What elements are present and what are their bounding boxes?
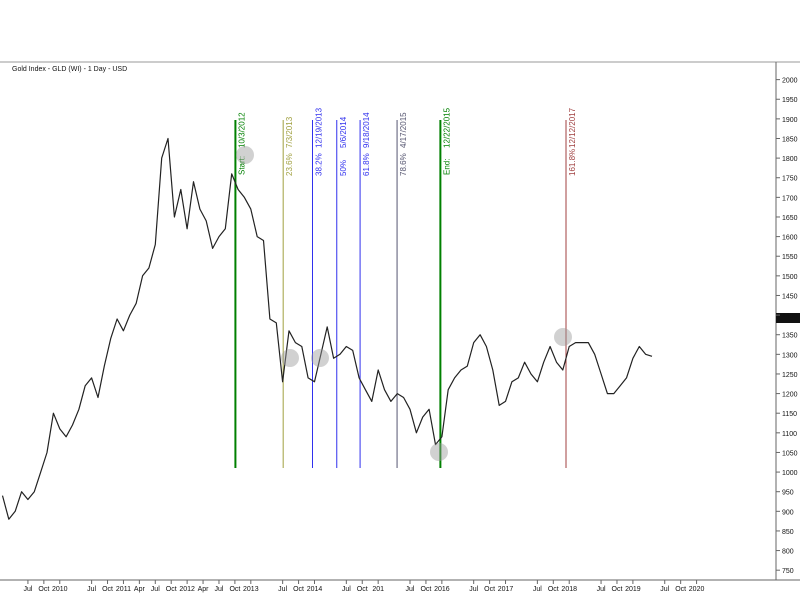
- y-tick-label: 1750: [782, 176, 798, 183]
- price-line: [1, 137, 653, 520]
- pivot-circle: [281, 349, 299, 367]
- fib-date: 12/22/2015: [442, 107, 451, 148]
- x-tick-label: 2011: [116, 586, 131, 593]
- y-tick-label: 1450: [782, 293, 798, 300]
- y-tick-label: 900: [782, 509, 794, 516]
- y-tick-label: 1250: [782, 372, 798, 379]
- y-tick-label: 800: [782, 549, 794, 556]
- y-tick-label: 1700: [782, 195, 798, 202]
- x-tick-label: Jul: [469, 586, 478, 593]
- fib-date: 7/3/2013: [285, 116, 294, 148]
- y-tick-label: 950: [782, 490, 794, 497]
- x-tick-label: Oct: [612, 586, 623, 593]
- y-tick-label: 2000: [782, 78, 798, 85]
- y-tick-label: 1800: [782, 156, 798, 163]
- y-tick-label: 1150: [782, 411, 797, 418]
- x-tick-label: 2014: [307, 586, 323, 593]
- x-tick-label: Oct: [229, 586, 240, 593]
- x-tick-label: 2018: [561, 586, 577, 593]
- x-tick-label: Jul: [23, 586, 32, 593]
- fib-date: 5/6/2014: [339, 116, 348, 148]
- x-tick-label: Oct: [38, 586, 49, 593]
- x-tick-label: Apr: [134, 586, 146, 593]
- x-tick-label: Jul: [87, 586, 96, 593]
- y-tick-label: 1000: [782, 470, 798, 477]
- fib-label: End:: [442, 159, 451, 175]
- x-tick-label: 2017: [498, 586, 514, 593]
- chart-title: Gold Index - GLD (WI) - 1 Day - USD: [12, 66, 127, 73]
- x-tick-label: Oct: [357, 586, 368, 593]
- pivot-circle: [430, 443, 448, 461]
- y-tick-label: 750: [782, 568, 794, 575]
- x-tick-label: Jul: [214, 586, 223, 593]
- x-tick-label: 2010: [52, 586, 68, 593]
- x-tick-label: Oct: [293, 586, 304, 593]
- fib-label: 50%: [339, 160, 348, 176]
- y-tick-label: 1400: [782, 313, 798, 320]
- y-tick-label: 1350: [782, 333, 798, 340]
- x-tick-label: Jul: [660, 586, 669, 593]
- pivot-circle: [554, 328, 572, 346]
- fib-label: 38.2%: [314, 153, 323, 176]
- y-tick-label: 1300: [782, 352, 798, 359]
- y-tick-label: 1850: [782, 136, 798, 143]
- fib-label: 78.6%: [399, 153, 408, 176]
- fib-label: Start:: [237, 156, 246, 175]
- x-tick-label: Jul: [597, 586, 606, 593]
- y-tick-label: 1600: [782, 235, 798, 242]
- x-tick-label: 2016: [434, 586, 450, 593]
- y-tick-label: 850: [782, 529, 794, 536]
- y-tick-label: 1200: [782, 392, 798, 399]
- x-tick-label: Jul: [533, 586, 542, 593]
- pivot-circle: [236, 146, 254, 164]
- last-price-box: [776, 313, 800, 323]
- fib-date: 12/12/2017: [568, 107, 577, 148]
- x-tick-label: 2019: [625, 586, 641, 593]
- x-tick-label: Oct: [484, 586, 495, 593]
- x-tick-label: Jul: [151, 586, 160, 593]
- x-tick-label: Oct: [102, 586, 113, 593]
- x-tick-label: Jul: [342, 586, 351, 593]
- fib-date: 4/17/2015: [399, 112, 408, 148]
- pivot-circle: [311, 349, 329, 367]
- y-tick-label: 1550: [782, 254, 798, 261]
- fib-label: 161.8%: [568, 149, 577, 176]
- x-tick-label: 2013: [243, 586, 259, 593]
- y-tick-label: 1050: [782, 450, 798, 457]
- x-tick-label: Jul: [406, 586, 415, 593]
- x-tick-label: Jul: [278, 586, 287, 593]
- fib-date: 10/3/2012: [237, 112, 246, 148]
- fib-label: 23.6%: [285, 153, 294, 176]
- x-tick-label: Apr: [198, 586, 210, 593]
- x-tick-label: Oct: [166, 586, 177, 593]
- fib-date: 12/19/2013: [314, 107, 323, 148]
- y-tick-label: 1500: [782, 274, 798, 281]
- markers: [236, 146, 572, 461]
- x-tick-label: Oct: [675, 586, 686, 593]
- x-tick-label: Oct: [420, 586, 431, 593]
- x-tick-label: 2020: [689, 586, 705, 593]
- fib-date: 9/18/2014: [362, 112, 371, 148]
- y-tick-label: 1100: [782, 431, 797, 438]
- x-tick-label: 201: [372, 586, 384, 593]
- y-tick-label: 1900: [782, 117, 798, 124]
- fib-label: 61.8%: [362, 153, 371, 176]
- x-tick-label: 2012: [179, 586, 195, 593]
- x-tick-label: Oct: [548, 586, 559, 593]
- y-tick-label: 1950: [782, 97, 798, 104]
- y-tick-label: 1650: [782, 215, 798, 222]
